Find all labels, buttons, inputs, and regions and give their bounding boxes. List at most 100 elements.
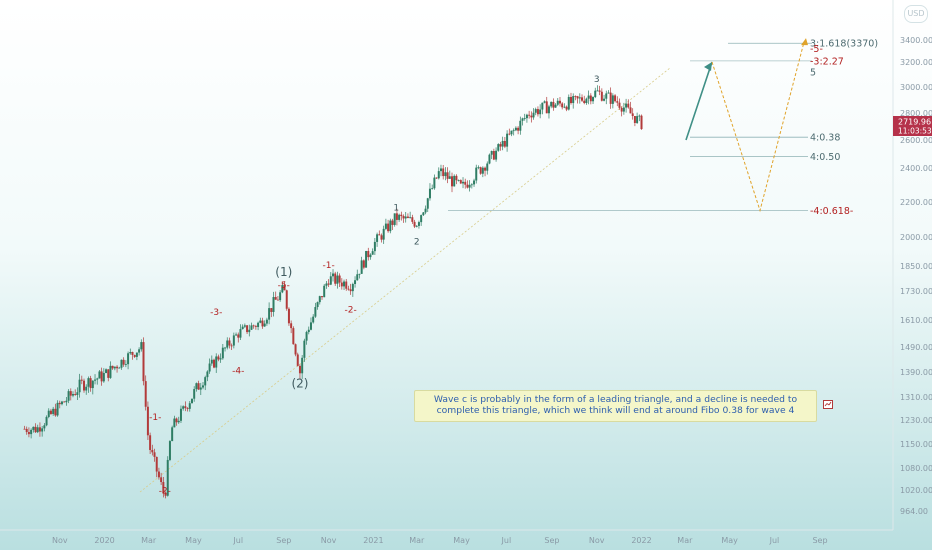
candle (332, 269, 335, 282)
candle (481, 166, 484, 178)
candle (65, 397, 68, 406)
candle (581, 94, 584, 102)
candle (34, 423, 37, 433)
candle (636, 112, 639, 125)
candle (294, 343, 297, 357)
fib-label: -3:2.27 (810, 56, 844, 67)
y-tick-label: 1150.00 (900, 440, 932, 449)
candle (373, 237, 376, 256)
candle (184, 401, 187, 412)
candle (32, 426, 35, 433)
candle (91, 380, 94, 395)
candle (149, 432, 152, 455)
candle (340, 278, 343, 290)
candle (512, 128, 515, 136)
candle (226, 337, 229, 350)
candle (475, 164, 478, 184)
candle (349, 283, 352, 295)
candle (224, 346, 227, 352)
candle (58, 400, 61, 409)
candle (243, 323, 246, 328)
candle (23, 425, 26, 430)
candle (457, 179, 460, 182)
arrow-head (704, 62, 712, 71)
candle (620, 106, 623, 117)
candle (351, 282, 354, 297)
y-tick-label: 1730.00 (900, 287, 932, 296)
candle (525, 113, 528, 123)
candle (614, 94, 617, 103)
fib-label: 3:1.618(3370) (810, 39, 878, 50)
candle (629, 101, 632, 114)
candle (552, 98, 555, 111)
candle (378, 230, 381, 236)
candle (600, 88, 603, 102)
candle (603, 94, 606, 102)
candle (594, 87, 597, 99)
x-tick-label: 2022 (631, 536, 651, 545)
candle (517, 126, 520, 135)
candle (561, 102, 564, 110)
candle (592, 96, 595, 104)
chart-snapshot-icon[interactable] (823, 400, 833, 409)
candle (431, 184, 434, 190)
candle (589, 93, 592, 105)
candle (56, 400, 59, 417)
candle (133, 354, 136, 358)
candle (122, 357, 125, 367)
candle (534, 107, 537, 116)
fib-label: -5- (810, 44, 823, 55)
y-tick-label: 1490.00 (900, 343, 932, 352)
candle (195, 382, 198, 392)
x-tick-label: Mar (141, 536, 157, 545)
candle (486, 161, 489, 175)
candle (345, 279, 348, 291)
candle (400, 211, 403, 221)
projection-impulse-line (685, 61, 713, 141)
candle (411, 214, 414, 224)
currency-badge[interactable]: USD (904, 5, 928, 23)
candle (213, 358, 216, 369)
candle (470, 183, 473, 189)
candle (54, 403, 57, 417)
candle (369, 253, 372, 260)
trendline-layer (139, 67, 671, 493)
x-tick-label: Jul (232, 536, 243, 545)
candle (246, 325, 249, 334)
candle (140, 339, 143, 352)
candle (265, 317, 268, 326)
last-price-countdown: 11:03:53 (898, 127, 932, 136)
candle (254, 324, 257, 330)
candle (528, 110, 531, 119)
candle (301, 355, 304, 379)
candle (100, 367, 103, 386)
candle (611, 93, 614, 109)
last-price-badge: 2719.96 11:03:53 (893, 116, 932, 136)
y-tick-label: 1230.00 (900, 416, 932, 425)
candle (38, 422, 41, 437)
candle (393, 213, 396, 227)
candle (325, 281, 328, 289)
candle (336, 271, 339, 289)
x-tick-label: May (721, 536, 738, 545)
candle (510, 130, 513, 137)
candle (576, 95, 579, 104)
candle (554, 103, 557, 108)
candle (565, 105, 568, 112)
candle (116, 365, 119, 373)
candle (168, 440, 171, 462)
x-tick-label: Sep (276, 536, 291, 545)
candle (545, 96, 548, 114)
candle (572, 93, 575, 109)
candle (422, 212, 425, 216)
candle (85, 384, 88, 395)
candle (607, 90, 610, 94)
candle (307, 326, 310, 335)
candle (464, 178, 467, 189)
candle (78, 373, 81, 398)
candle (358, 273, 361, 279)
candle (395, 208, 398, 226)
candle (543, 100, 546, 104)
candle (523, 113, 526, 121)
